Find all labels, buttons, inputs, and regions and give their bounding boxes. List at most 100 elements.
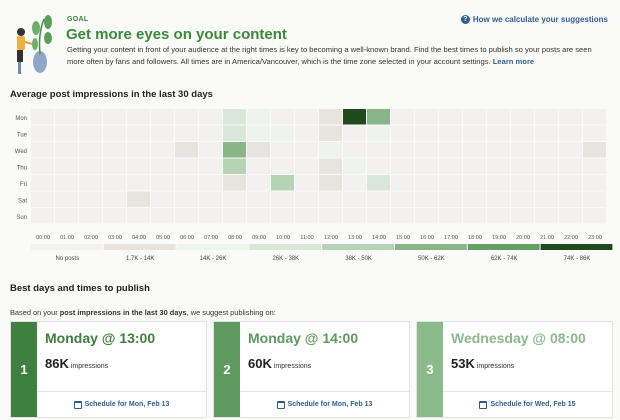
heatmap-cell[interactable] [247,175,270,191]
heatmap-cell[interactable] [199,109,222,125]
heatmap-cell[interactable] [295,109,318,125]
heatmap-cell[interactable] [391,175,414,191]
heatmap-cell[interactable] [367,142,390,158]
heatmap-cell[interactable] [583,125,606,142]
heatmap-cell[interactable] [511,125,534,142]
heatmap-cell[interactable] [127,142,150,158]
heatmap-cell[interactable] [31,208,54,224]
heatmap-cell[interactable] [559,158,582,175]
heatmap-cell[interactable] [55,142,78,158]
heatmap-cell[interactable] [295,175,318,191]
heatmap-cell[interactable] [487,109,510,125]
heatmap-cell[interactable] [463,208,486,224]
heatmap-cell[interactable] [247,191,270,208]
heatmap-cell[interactable] [511,142,534,158]
heatmap-cell[interactable] [127,125,150,142]
heatmap-cell[interactable] [511,109,534,125]
heatmap-cell[interactable] [319,142,342,158]
heatmap-cell[interactable] [463,191,486,208]
heatmap-cell[interactable] [103,191,126,208]
heatmap-cell[interactable] [151,175,174,191]
heatmap-cell[interactable] [271,109,294,125]
heatmap-cell[interactable] [223,208,246,224]
heatmap-cell[interactable] [391,191,414,208]
heatmap-cell[interactable] [415,158,438,175]
heatmap-cell[interactable] [79,125,102,142]
heatmap-cell[interactable] [199,175,222,191]
heatmap-cell[interactable] [559,175,582,191]
heatmap-cell[interactable] [487,175,510,191]
heatmap-cell[interactable] [127,109,150,125]
heatmap-cell[interactable] [103,175,126,191]
heatmap-cell[interactable] [175,158,198,175]
heatmap-cell[interactable] [535,158,558,175]
heatmap-cell[interactable] [463,125,486,142]
heatmap-cell[interactable] [127,158,150,175]
heatmap-cell[interactable] [79,158,102,175]
heatmap-cell[interactable] [463,142,486,158]
heatmap-cell[interactable] [271,191,294,208]
heatmap-cell[interactable] [415,109,438,125]
learn-more-link[interactable]: Learn more [492,57,535,66]
heatmap-cell[interactable] [295,158,318,175]
heatmap-cell[interactable] [535,142,558,158]
heatmap-cell[interactable] [31,109,54,125]
heatmap-cell[interactable] [295,142,318,158]
heatmap-cell[interactable] [487,142,510,158]
heatmap-cell[interactable] [367,175,390,191]
heatmap-cell[interactable] [439,158,462,175]
heatmap-cell[interactable] [103,142,126,158]
heatmap-cell[interactable] [535,109,558,125]
heatmap-cell[interactable] [55,158,78,175]
heatmap-cell[interactable] [343,142,366,158]
heatmap-cell[interactable] [487,158,510,175]
heatmap-cell[interactable] [151,191,174,208]
heatmap-cell[interactable] [295,125,318,142]
heatmap-cell[interactable] [415,191,438,208]
heatmap-cell[interactable] [31,175,54,191]
heatmap-cell[interactable] [151,208,174,224]
heatmap-cell[interactable] [79,191,102,208]
heatmap-cell[interactable] [103,109,126,125]
heatmap-cell[interactable] [487,125,510,142]
heatmap-cell[interactable] [535,175,558,191]
heatmap-cell[interactable] [559,125,582,142]
heatmap-cell[interactable] [55,175,78,191]
heatmap-cell[interactable] [31,125,54,142]
heatmap-cell[interactable] [439,109,462,125]
heatmap-cell[interactable] [559,109,582,125]
heatmap-cell[interactable] [295,208,318,224]
heatmap-cell[interactable] [247,208,270,224]
heatmap-cell[interactable] [415,208,438,224]
heatmap-cell[interactable] [199,208,222,224]
heatmap-cell[interactable] [559,142,582,158]
schedule-button[interactable]: Schedule for Mon, Feb 13 [37,391,206,417]
heatmap-cell[interactable] [31,142,54,158]
schedule-button[interactable]: Schedule for Mon, Feb 13 [240,391,409,417]
heatmap-cell[interactable] [511,208,534,224]
heatmap-cell[interactable] [151,109,174,125]
heatmap-cell[interactable] [175,142,198,158]
heatmap-cell[interactable] [415,142,438,158]
heatmap-cell[interactable] [535,191,558,208]
heatmap-cell[interactable] [199,142,222,158]
heatmap-cell[interactable] [151,125,174,142]
heatmap-cell[interactable] [103,158,126,175]
heatmap-cell[interactable] [343,175,366,191]
heatmap-cell[interactable] [103,208,126,224]
heatmap-cell[interactable] [223,109,246,125]
heatmap-cell[interactable] [175,125,198,142]
heatmap-cell[interactable] [247,125,270,142]
heatmap-cell[interactable] [391,109,414,125]
heatmap-cell[interactable] [367,191,390,208]
heatmap-cell[interactable] [439,208,462,224]
heatmap-cell[interactable] [247,158,270,175]
heatmap-cell[interactable] [175,208,198,224]
heatmap-cell[interactable] [31,158,54,175]
heatmap-cell[interactable] [511,175,534,191]
heatmap-cell[interactable] [511,191,534,208]
heatmap-cell[interactable] [343,208,366,224]
heatmap-cell[interactable] [223,191,246,208]
heatmap-cell[interactable] [319,125,342,142]
heatmap-cell[interactable] [223,142,246,158]
